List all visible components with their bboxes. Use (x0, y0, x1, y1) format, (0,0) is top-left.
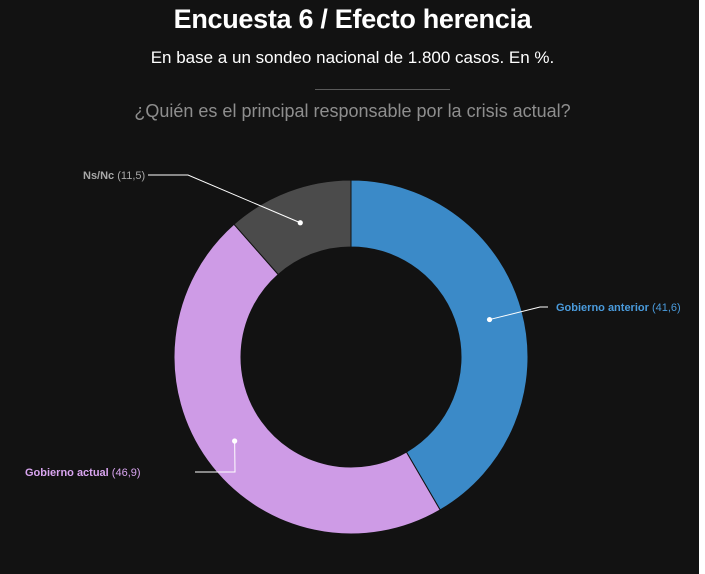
slice-gobierno-actual (173, 223, 441, 535)
label-value-gobierno-actual: (46,9) (109, 467, 141, 479)
slice-gobierno-anterior (350, 179, 529, 511)
label-name-ns-nc: Ns/Nc (83, 170, 114, 182)
chart-subtitle: En base a un sondeo nacional de 1.800 ca… (150, 48, 555, 67)
label-ns-nc: Ns/Nc (11,5) (83, 170, 145, 182)
leader-line-gobierno-actual (195, 440, 236, 473)
slice-ns-nc (233, 179, 352, 276)
chart-title: Encuesta 6 / Efecto herencia (173, 4, 532, 34)
leader-dot-ns-nc (297, 220, 303, 226)
leader-dot-gobierno-actual (232, 438, 238, 444)
survey-question: ¿Quién es el principal responsable por l… (134, 101, 571, 121)
leader-line-ns-nc (148, 174, 301, 224)
label-gobierno-anterior: Gobierno anterior (41,6) (556, 302, 681, 314)
right-edge (699, 0, 705, 574)
label-value-gobierno-anterior: (41,6) (649, 302, 681, 314)
label-name-gobierno-anterior: Gobierno anterior (556, 302, 650, 314)
leader-line-gobierno-anterior (489, 306, 548, 321)
label-value-ns-nc: (11,5) (114, 170, 145, 182)
label-gobierno-actual: Gobierno actual (46,9) (25, 467, 141, 479)
label-name-gobierno-actual: Gobierno actual (25, 467, 109, 479)
divider (315, 89, 450, 90)
leader-dot-gobierno-anterior (486, 316, 493, 323)
